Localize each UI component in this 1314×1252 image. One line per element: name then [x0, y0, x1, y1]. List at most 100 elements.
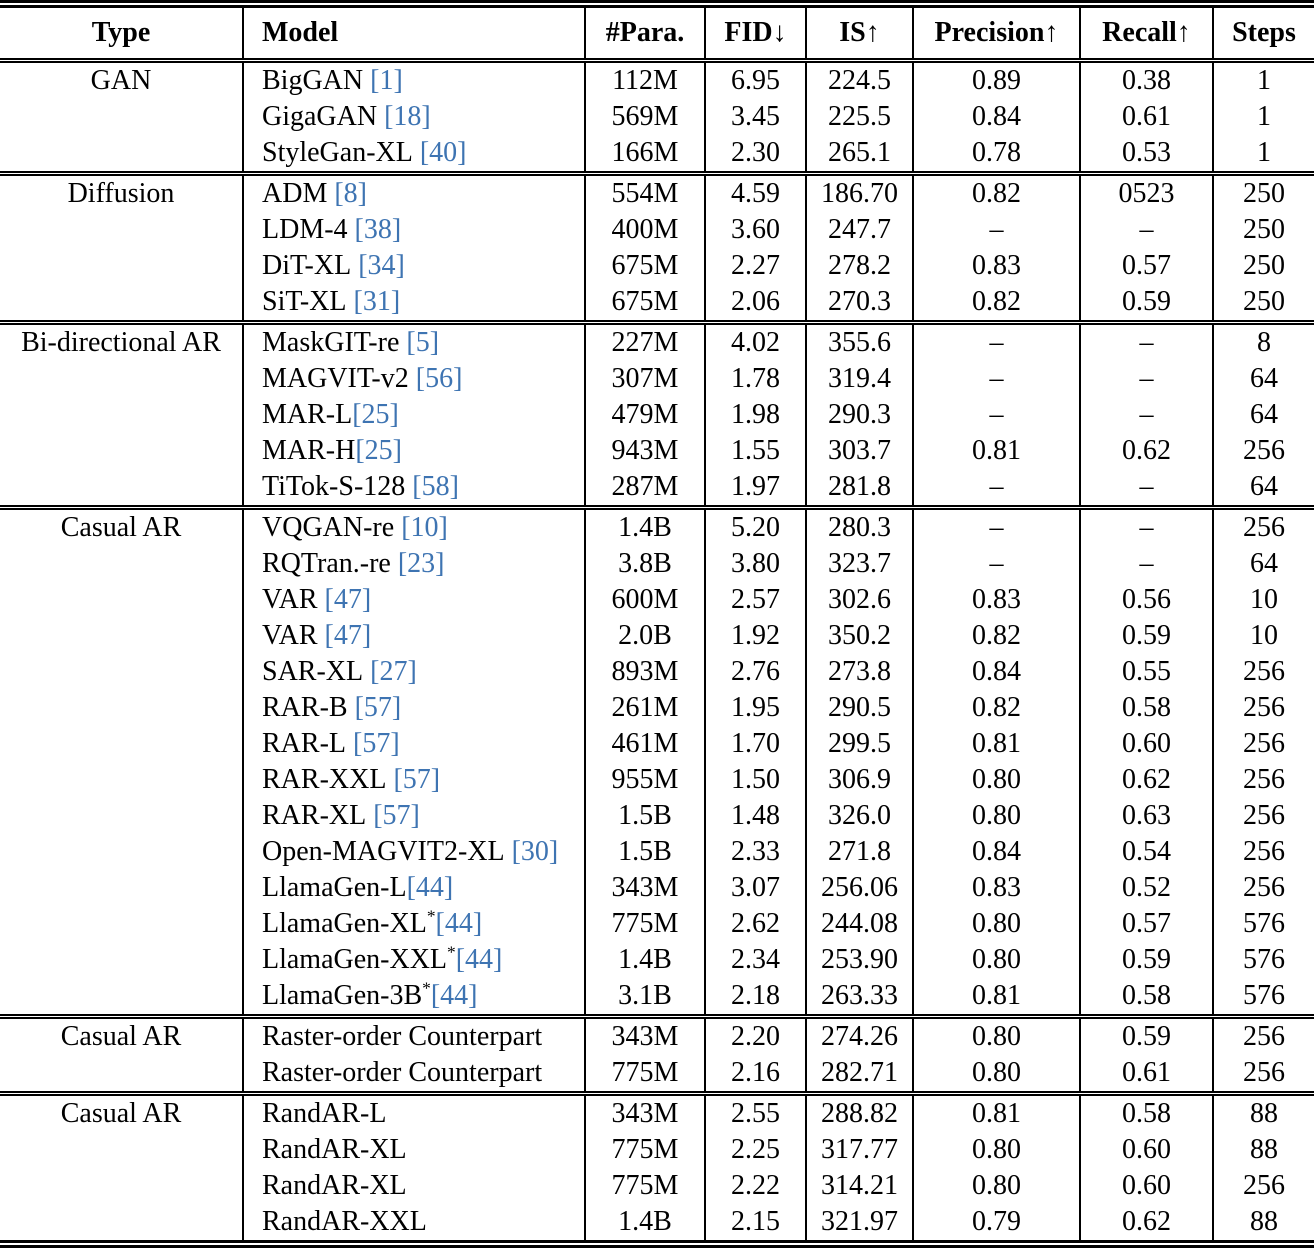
is-cell: 323.7 — [806, 546, 914, 582]
citation-ref[interactable]: [8] — [334, 178, 367, 209]
para-cell: 166M — [585, 135, 706, 174]
fid-cell: 2.25 — [705, 1132, 807, 1168]
citation-ref[interactable]: [57] — [373, 800, 420, 831]
citation-ref[interactable]: [31] — [353, 286, 401, 317]
is-cell: 350.2 — [806, 618, 914, 654]
header-row: Type Model #Para. FID↓ IS↑ Precision↑ Re… — [0, 4, 1314, 61]
citation-ref[interactable]: [44] — [435, 908, 483, 939]
fid-cell: 2.55 — [705, 1093, 807, 1132]
recall-cell: 0.62 — [1080, 433, 1214, 469]
steps-cell: 256 — [1243, 728, 1285, 759]
citation-ref[interactable]: [44] — [406, 872, 454, 903]
is-cell: 355.6 — [806, 322, 914, 361]
recall-cell: – — [1080, 546, 1214, 582]
citation-ref[interactable]: [40] — [419, 137, 467, 168]
citation-ref[interactable]: [47] — [324, 620, 372, 651]
citation-ref[interactable]: [44] — [430, 980, 478, 1011]
model-cell: MAR-L[25] — [243, 397, 586, 433]
model-cell: VQGAN-re [10] — [243, 507, 586, 546]
citation-ref[interactable]: [56] — [415, 363, 463, 394]
table-row: RandAR-XL 775M 2.22 314.21 0.80 0.60 256 — [0, 1168, 1314, 1204]
para-cell: 307M — [585, 361, 706, 397]
citation-ref[interactable]: [27] — [370, 656, 417, 687]
is-cell: 282.71 — [806, 1055, 914, 1094]
steps-cell: 1 — [1257, 101, 1271, 132]
steps-cell: 250 — [1243, 250, 1285, 281]
table-row: LlamaGen-3B*[44] 3.1B 2.18 263.33 0.81 0.58 57… — [0, 978, 1314, 1017]
model-cell: RandAR-XL — [243, 1168, 586, 1204]
citation-ref[interactable]: [18] — [384, 101, 431, 132]
is-cell: 278.2 — [806, 248, 914, 284]
para-cell: 554M — [585, 173, 706, 212]
model-cell: RQTran.-re [23] — [243, 546, 586, 582]
citation-ref[interactable]: [38] — [354, 214, 402, 245]
col-header-params: #Para. — [585, 4, 706, 61]
steps-cell: 64 — [1250, 471, 1278, 502]
citation-ref[interactable]: [30] — [511, 836, 559, 867]
citation-ref[interactable]: [47] — [324, 584, 372, 615]
citation-ref[interactable]: [25] — [355, 435, 402, 466]
precision-cell: – — [913, 322, 1081, 361]
table-section: Casual AR Raster-order Counterpart 343M 2.2… — [0, 1016, 1314, 1094]
table-row: Raster-order Counterpart 775M 2.16 282.71 0.… — [0, 1055, 1314, 1094]
precision-cell: 0.82 — [913, 173, 1081, 212]
fid-cell: 2.27 — [705, 248, 807, 284]
type-cell: Casual AR — [0, 1093, 244, 1244]
recall-cell: 0.57 — [1080, 248, 1214, 284]
model-cell: RAR-B [57] — [243, 690, 586, 726]
precision-cell: 0.83 — [913, 248, 1081, 284]
table-row: RandAR-XL 775M 2.25 317.77 0.80 0.60 88 — [0, 1132, 1314, 1168]
citation-ref[interactable]: [1] — [370, 65, 403, 96]
precision-cell: 0.80 — [913, 1132, 1081, 1168]
citation-ref[interactable]: [44] — [455, 944, 503, 975]
para-cell: 775M — [585, 906, 706, 942]
steps-cell: 256 — [1243, 800, 1285, 831]
table-row: RandAR-XXL 1.4B 2.15 321.97 0.79 0.62 88 — [0, 1204, 1314, 1244]
table-row: Bi-directional AR MaskGIT-re [5] 227M 4.02 3… — [0, 322, 1314, 508]
fid-cell: 2.30 — [705, 135, 807, 174]
recall-cell: 0.53 — [1080, 135, 1214, 174]
fid-cell: 2.18 — [705, 978, 807, 1017]
is-cell: 281.8 — [806, 469, 914, 508]
col-header-fid: FID↓ — [705, 4, 807, 61]
citation-ref[interactable]: [58] — [412, 471, 459, 502]
fid-cell: 1.95 — [705, 690, 807, 726]
citation-ref[interactable]: [25] — [352, 399, 399, 430]
steps-cell: 576 — [1243, 944, 1285, 975]
is-cell: 271.8 — [806, 834, 914, 870]
table-row: RAR-L [57] 461M 1.70 299.5 0.81 0.60 256 — [0, 726, 1314, 762]
model-cell: VAR [47] — [243, 618, 586, 654]
precision-cell: – — [913, 546, 1081, 582]
precision-cell: 0.80 — [913, 762, 1081, 798]
precision-cell: 0.82 — [913, 618, 1081, 654]
precision-cell: 0.80 — [913, 798, 1081, 834]
para-cell: 343M — [585, 1093, 706, 1132]
citation-ref[interactable]: [34] — [358, 250, 405, 281]
steps-cell: 10 — [1250, 584, 1278, 615]
fid-cell: 3.45 — [705, 99, 807, 135]
para-cell: 400M — [585, 212, 706, 248]
citation-ref[interactable]: [10] — [401, 512, 448, 543]
citation-ref[interactable]: [57] — [353, 728, 400, 759]
citation-ref[interactable]: [5] — [406, 327, 440, 358]
table-row: DiT-XL [34] 675M 2.27 278.2 0.83 0.57 250 — [0, 248, 1314, 284]
recall-cell: 0.59 — [1080, 618, 1214, 654]
precision-cell: 0.81 — [913, 1093, 1081, 1132]
steps-cell: 256 — [1243, 764, 1285, 795]
precision-cell: 0.89 — [913, 60, 1081, 99]
table-section: Casual AR VQGAN-re [10] 1.4B 5.20 280.3– –256… — [0, 507, 1314, 1017]
recall-cell: – — [1080, 397, 1214, 433]
table-row: RQTran.-re [23] 3.8B 3.80 323.7– –64 — [0, 546, 1314, 582]
recall-cell: 0.54 — [1080, 834, 1214, 870]
is-cell: 319.4 — [806, 361, 914, 397]
para-cell: 775M — [585, 1055, 706, 1094]
para-cell: 112M — [585, 60, 706, 99]
citation-ref[interactable]: [23] — [397, 548, 445, 579]
precision-cell: 0.78 — [913, 135, 1081, 174]
is-cell: 253.90 — [806, 942, 914, 978]
table-row: GigaGAN [18] 569M 3.45 225.5 0.84 0.61 1 — [0, 99, 1314, 135]
citation-ref[interactable]: [57] — [354, 692, 402, 723]
steps-cell: 250 — [1243, 286, 1285, 317]
steps-cell: 8 — [1257, 327, 1271, 358]
citation-ref[interactable]: [57] — [393, 764, 441, 795]
